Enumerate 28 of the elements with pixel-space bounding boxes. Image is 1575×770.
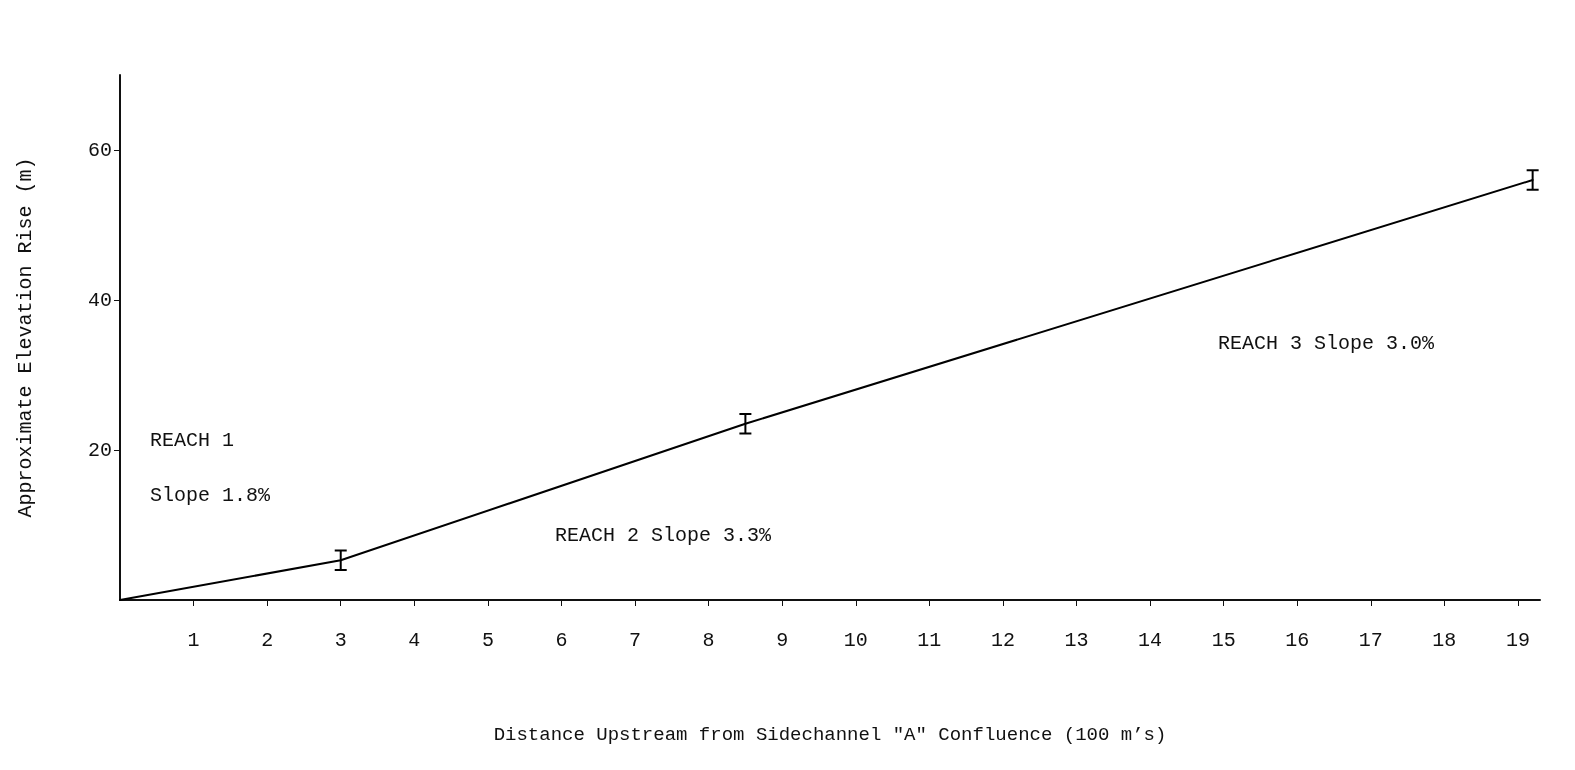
x-tick-label: 7 xyxy=(629,628,642,652)
x-tick-label: 13 xyxy=(1064,628,1089,652)
x-tick-label: 9 xyxy=(776,628,789,652)
x-tick-label: 10 xyxy=(843,628,868,652)
x-tick-label: 14 xyxy=(1138,628,1163,652)
annotation: REACH 2 Slope 3.3% xyxy=(555,523,773,547)
x-tick-label: 2 xyxy=(261,628,274,652)
x-tick-label: 11 xyxy=(917,628,942,652)
x-axis-title: Distance Upstream from Sidechannel "A" Confluence (100 m’s) xyxy=(493,723,1167,746)
x-tick-label: 18 xyxy=(1432,628,1457,652)
x-tick-label: 5 xyxy=(481,628,494,652)
annotation: REACH 1 xyxy=(150,428,235,452)
x-tick-label: 4 xyxy=(408,628,421,652)
annotation: Slope 1.8% xyxy=(150,483,272,507)
y-tick-label: 20 xyxy=(87,438,112,462)
x-tick-label: 19 xyxy=(1505,628,1530,652)
x-tick-label: 15 xyxy=(1211,628,1236,652)
x-tick-label: 6 xyxy=(555,628,568,652)
y-axis-title: Approximate Elevation Rise (m) xyxy=(13,157,37,518)
annotation: REACH 3 Slope 3.0% xyxy=(1218,331,1436,355)
x-tick-label: 1 xyxy=(187,628,200,652)
x-tick-label: 16 xyxy=(1285,628,1310,652)
x-tick-label: 8 xyxy=(702,628,715,652)
x-tick-label: 12 xyxy=(990,628,1015,652)
y-tick-label: 60 xyxy=(87,138,112,162)
x-tick-label: 3 xyxy=(334,628,347,652)
x-tick-label: 17 xyxy=(1358,628,1383,652)
y-tick-label: 40 xyxy=(87,288,112,312)
